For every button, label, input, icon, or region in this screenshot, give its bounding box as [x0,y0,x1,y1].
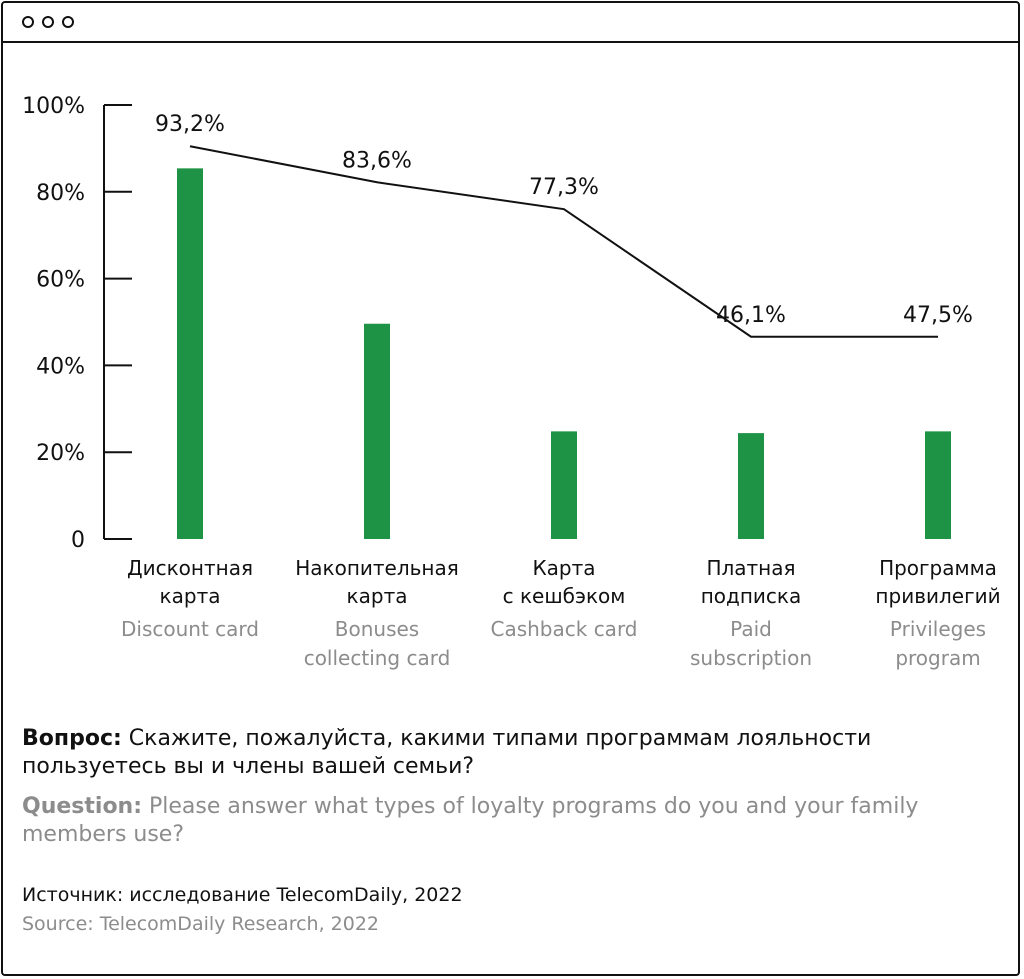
category-label-ru: Программа [879,556,997,580]
data-label: 77,3% [529,175,599,200]
category-label-ru: Платная [706,556,795,580]
bar [551,431,577,539]
y-tick-label: 40% [36,354,85,379]
bar [364,323,390,539]
question-en-text: Please answer what types of loyalty prog… [22,794,919,847]
category-label-ru: Накопительная [295,556,459,580]
question-en: Question: Please answer what types of lo… [22,793,982,849]
y-tick-label: 100% [22,94,85,119]
category-label-en: collecting card [304,646,451,670]
loyalty-chart: 0 20% 40% 60% 80% 100% 93,2% 83,6% 77,3% 46,1% 47,… [22,94,1000,670]
bar [177,168,203,539]
y-tick-label: 0 [71,528,85,553]
bar [738,433,764,539]
y-tick-label: 60% [36,268,85,293]
data-label: 46,1% [716,303,786,328]
category-label-en: Paid [730,617,772,641]
series-line [189,145,938,338]
window-dot-icon [42,16,54,28]
question-ru: Вопрос: Скажите, пожалуйста, какими типа… [22,725,982,781]
window-dot-icon [22,16,34,28]
category-label-en: Discount card [121,617,259,641]
question-ru-label: Вопрос: [22,726,122,751]
category-label-ru: подписка [701,584,802,608]
category-label-ru: привилегий [875,584,1000,608]
category-label-en: program [895,646,980,670]
source-en: Source: TelecomDaily Research, 2022 [22,913,380,935]
window-titlebar [3,3,1018,43]
question-en-label: Question: [22,794,143,819]
source-ru: Источник: исследование TelecomDaily, 202… [22,884,463,906]
data-label: 93,2% [155,112,225,137]
question-ru-text: Скажите, пожалуйста, какими типами прогр… [22,726,872,779]
category-label-ru: карта [160,584,221,608]
window-dot-icon [62,16,74,28]
category-label-en: Bonuses [335,617,419,641]
category-label-ru: Дисконтная [127,556,253,580]
category-label-ru: с кешбэком [503,584,626,608]
bar [925,431,951,539]
category-label-en: subscription [690,646,812,670]
y-tick-label: 80% [36,181,85,206]
category-label-ru: Карта [532,556,595,580]
y-tick-label: 20% [36,441,85,466]
category-label-en: Cashback card [490,617,637,641]
category-label-en: Privileges [890,617,986,641]
data-label: 83,6% [342,148,412,173]
category-label-ru: карта [347,584,408,608]
data-label: 47,5% [903,303,973,328]
